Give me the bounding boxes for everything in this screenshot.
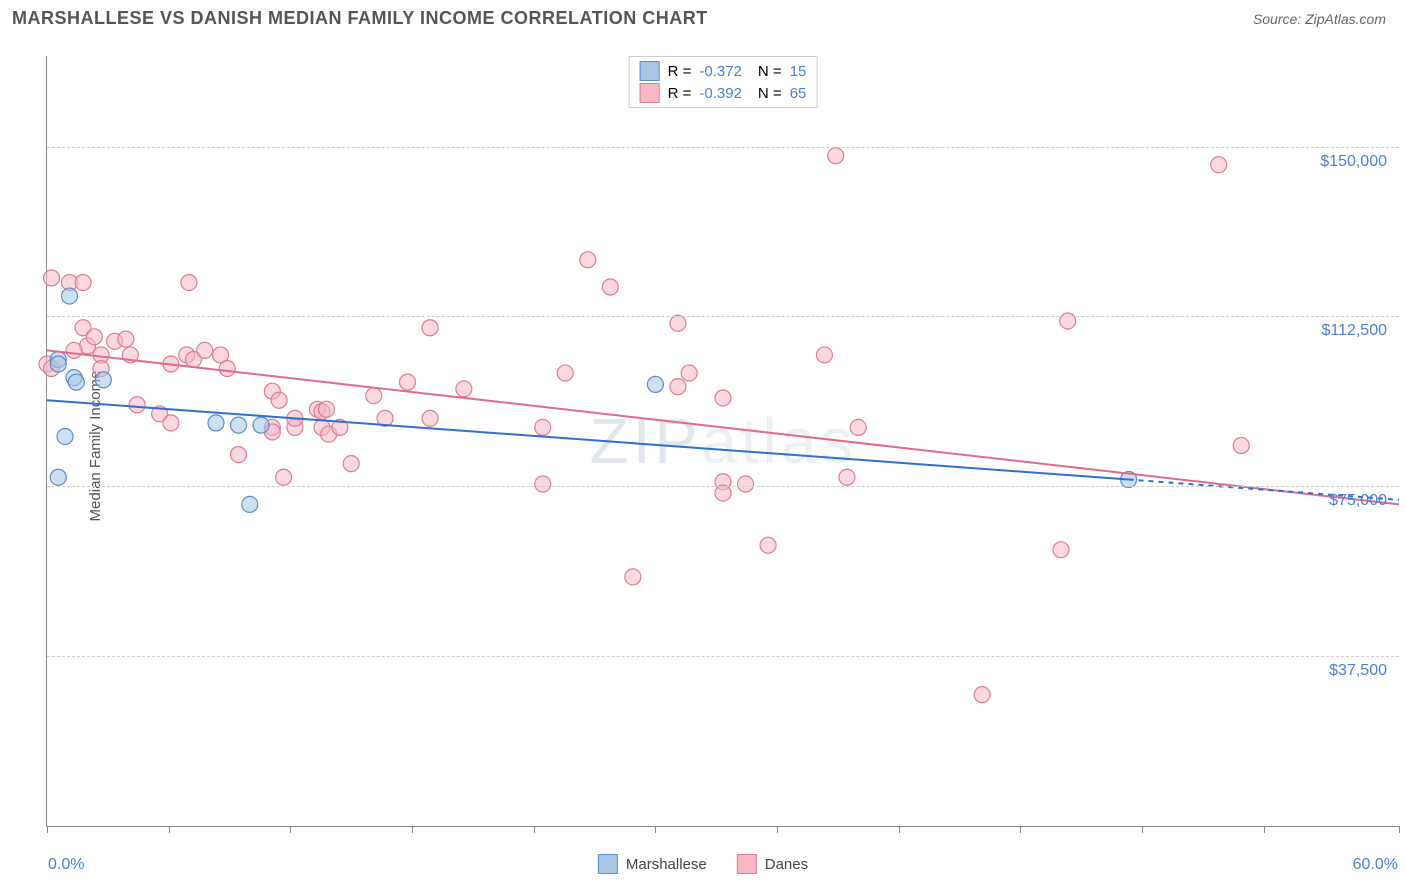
scatter-point-marshallese <box>57 428 73 444</box>
legend-series-label: Marshallese <box>626 856 707 873</box>
scatter-point-marshallese <box>95 372 111 388</box>
scatter-point-marshallese <box>208 415 224 431</box>
scatter-point-danes <box>181 274 197 290</box>
scatter-point-danes <box>760 537 776 553</box>
scatter-point-danes <box>343 456 359 472</box>
y-tick-label: $37,500 <box>1329 662 1387 680</box>
scatter-point-marshallese <box>68 374 84 390</box>
x-tick <box>1264 826 1265 833</box>
legend-stat-row: R = -0.372 N = 15 <box>640 61 807 81</box>
gridline <box>47 316 1399 317</box>
scatter-point-danes <box>197 342 213 358</box>
x-tick <box>1399 826 1400 833</box>
scatter-point-danes <box>839 469 855 485</box>
scatter-point-danes <box>219 361 235 377</box>
legend-series-item: Marshallese <box>598 854 707 874</box>
scatter-point-danes <box>681 365 697 381</box>
legend-stats: R = -0.372 N = 15 R = -0.392 N = 65 <box>629 56 818 108</box>
scatter-point-danes <box>535 476 551 492</box>
n-value: 15 <box>790 63 807 80</box>
x-tick <box>47 826 48 833</box>
scatter-point-danes <box>129 397 145 413</box>
n-value: 65 <box>790 85 807 102</box>
gridline <box>47 486 1399 487</box>
scatter-point-marshallese <box>50 356 66 372</box>
legend-series-label: Danes <box>765 856 808 873</box>
x-tick <box>655 826 656 833</box>
scatter-point-danes <box>366 388 382 404</box>
scatter-point-danes <box>580 252 596 268</box>
scatter-point-marshallese <box>62 288 78 304</box>
scatter-point-danes <box>738 476 754 492</box>
scatter-point-marshallese <box>242 496 258 512</box>
gridline <box>47 147 1399 148</box>
legend-series: Marshallese Danes <box>598 854 808 874</box>
scatter-point-danes <box>557 365 573 381</box>
scatter-point-marshallese <box>647 376 663 392</box>
x-tick <box>290 826 291 833</box>
legend-swatch <box>598 854 618 874</box>
scatter-point-danes <box>1233 438 1249 454</box>
x-tick-label-left: 0.0% <box>48 856 84 874</box>
scatter-point-danes <box>86 329 102 345</box>
scatter-point-danes <box>535 419 551 435</box>
legend-series-item: Danes <box>737 854 808 874</box>
scatter-point-danes <box>974 687 990 703</box>
y-tick-label: $112,500 <box>1321 322 1387 340</box>
scatter-point-danes <box>715 390 731 406</box>
scatter-point-danes <box>231 447 247 463</box>
x-tick-label-right: 60.0% <box>1353 856 1398 874</box>
scatter-point-danes <box>850 419 866 435</box>
x-tick <box>412 826 413 833</box>
legend-swatch <box>737 854 757 874</box>
r-value: -0.392 <box>699 85 742 102</box>
scatter-point-danes <box>1053 542 1069 558</box>
scatter-point-danes <box>715 485 731 501</box>
legend-stat-row: R = -0.392 N = 65 <box>640 83 807 103</box>
scatter-point-danes <box>118 331 134 347</box>
x-tick <box>1142 826 1143 833</box>
scatter-point-marshallese <box>253 417 269 433</box>
n-label: N = <box>758 63 782 80</box>
scatter-point-danes <box>828 148 844 164</box>
scatter-point-danes <box>44 270 60 286</box>
scatter-point-danes <box>66 342 82 358</box>
x-tick <box>899 826 900 833</box>
scatter-point-marshallese <box>50 469 66 485</box>
scatter-point-danes <box>276 469 292 485</box>
scatter-point-danes <box>422 410 438 426</box>
chart-plot-area: ZIPatlas R = -0.372 N = 15 R = -0.392 N … <box>46 56 1399 827</box>
x-tick <box>169 826 170 833</box>
legend-swatch <box>640 83 660 103</box>
y-tick-label: $75,000 <box>1329 492 1387 510</box>
chart-title: MARSHALLESE VS DANISH MEDIAN FAMILY INCO… <box>12 8 708 29</box>
gridline <box>47 656 1399 657</box>
scatter-point-danes <box>456 381 472 397</box>
scatter-point-danes <box>422 320 438 336</box>
x-tick <box>777 826 778 833</box>
scatter-point-danes <box>625 569 641 585</box>
chart-source: Source: ZipAtlas.com <box>1253 11 1386 27</box>
scatter-point-danes <box>400 374 416 390</box>
r-label: R = <box>668 85 692 102</box>
x-tick <box>1020 826 1021 833</box>
scatter-point-danes <box>602 279 618 295</box>
scatter-point-danes <box>1211 157 1227 173</box>
scatter-point-danes <box>670 315 686 331</box>
scatter-point-danes <box>1060 313 1076 329</box>
chart-svg-layer <box>47 56 1399 826</box>
scatter-point-danes <box>75 274 91 290</box>
scatter-point-marshallese <box>231 417 247 433</box>
x-tick <box>534 826 535 833</box>
scatter-point-danes <box>163 415 179 431</box>
legend-swatch <box>640 61 660 81</box>
y-tick-label: $150,000 <box>1320 153 1387 171</box>
r-label: R = <box>668 63 692 80</box>
scatter-point-danes <box>816 347 832 363</box>
n-label: N = <box>758 85 782 102</box>
scatter-point-danes <box>271 392 287 408</box>
scatter-point-danes <box>670 379 686 395</box>
scatter-point-danes <box>318 401 334 417</box>
r-value: -0.372 <box>699 63 742 80</box>
